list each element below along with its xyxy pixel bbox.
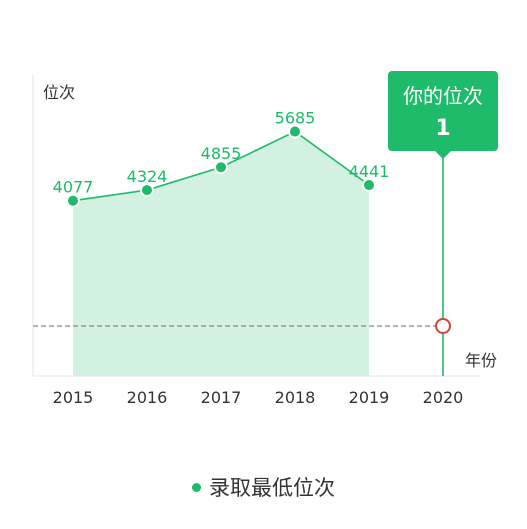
legend: 录取最低位次 bbox=[0, 472, 527, 502]
your-rank-tooltip-pointer bbox=[435, 151, 451, 159]
x-tick-label-2017: 2017 bbox=[201, 388, 242, 407]
data-point-2018 bbox=[288, 124, 302, 139]
data-label-2018: 5685 bbox=[275, 109, 316, 128]
data-label-2015: 4077 bbox=[53, 178, 94, 197]
x-tick-label-2019: 2019 bbox=[349, 388, 390, 407]
data-point-2016 bbox=[140, 183, 154, 198]
data-point-2019 bbox=[362, 178, 376, 193]
your-rank-tooltip bbox=[388, 71, 498, 151]
data-label-2016: 4324 bbox=[127, 167, 168, 186]
x-axis-label: 年份 bbox=[465, 351, 497, 370]
x-tick-label-2018: 2018 bbox=[275, 388, 316, 407]
x-tick-label-2020: 2020 bbox=[423, 388, 464, 407]
x-tick-label-2015: 2015 bbox=[53, 388, 94, 407]
data-point-2015 bbox=[66, 193, 80, 208]
data-point-2017 bbox=[214, 160, 228, 175]
your-rank-marker bbox=[435, 318, 451, 334]
x-tick-label-2016: 2016 bbox=[127, 388, 168, 407]
data-label-2019: 4441 bbox=[349, 162, 390, 181]
data-label-2017: 4855 bbox=[201, 144, 242, 163]
y-axis-label: 位次 bbox=[43, 83, 75, 102]
legend-dot-icon bbox=[192, 482, 201, 492]
legend-label: 录取最低位次 bbox=[209, 476, 335, 500]
your-rank-tooltip-value: 1 bbox=[435, 116, 450, 141]
your-rank-tooltip-label: 你的位次 bbox=[403, 84, 483, 108]
